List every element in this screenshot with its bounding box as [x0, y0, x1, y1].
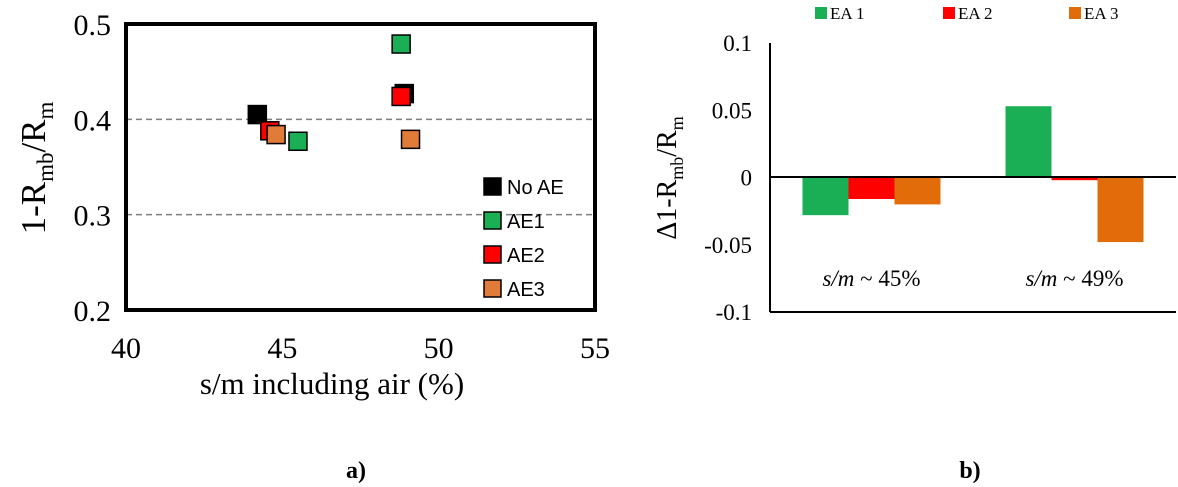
legend-label: EA 1 — [830, 4, 864, 23]
scatter-plot-frame — [124, 22, 597, 312]
bar-y-tick-label: 0.1 — [723, 31, 752, 56]
panel-b-label: b) — [959, 458, 980, 484]
scatter-y-tick-label: 0.4 — [74, 104, 112, 137]
legend-swatch — [1069, 7, 1081, 19]
legend-swatch — [483, 211, 502, 230]
bar — [1005, 106, 1052, 178]
panel-a-label: a) — [346, 458, 366, 484]
scatter-point — [266, 124, 286, 145]
legend-swatch — [815, 7, 827, 19]
legend-swatch — [483, 245, 502, 264]
scatter-x-tick-labels: 40 45 50 55 — [111, 332, 610, 365]
bar-y-tick-label: -0.1 — [716, 300, 752, 325]
bar-legend: EA 1 EA 2 EA 3 — [815, 4, 1118, 23]
bar — [848, 177, 895, 200]
bar-category-label: s/m ~ 49% — [1025, 266, 1123, 291]
scatter-point — [391, 34, 411, 54]
scatter-legend: No AE AE1 AE2 AE3 — [483, 177, 564, 301]
scatter-point — [288, 131, 308, 152]
bar-marks — [802, 106, 1144, 243]
legend-label: No AE — [507, 177, 564, 199]
bar-panel: EA 1 EA 2 EA 3 0.1 0.05 0 -0.05 -0.1 s/m ~ 45%… — [652, 4, 1176, 484]
bar — [894, 177, 941, 205]
bar-y-tick-label: 0 — [741, 166, 753, 191]
legend-label: EA 2 — [958, 4, 992, 23]
scatter-point — [391, 86, 411, 107]
bar-y-tick-labels: 0.1 0.05 0 -0.05 -0.1 — [704, 31, 752, 325]
legend-swatch — [483, 177, 502, 196]
scatter-x-tick-label: 40 — [111, 332, 141, 365]
scatter-y-tick-label: 0.3 — [74, 200, 112, 233]
bar — [1051, 177, 1098, 181]
bar-y-tick-label: 0.05 — [712, 98, 752, 123]
legend-label: AE1 — [507, 211, 545, 233]
scatter-y-axis-title: 1-Rmb/Rm — [14, 101, 58, 234]
scatter-points — [247, 34, 421, 152]
legend-label: EA 3 — [1084, 4, 1118, 23]
scatter-x-tick-label: 50 — [424, 332, 454, 365]
scatter-point — [247, 104, 268, 125]
bar — [1097, 177, 1144, 243]
bar-y-axis-title: Δ1-Rmb/Rm — [652, 116, 687, 240]
bar — [802, 177, 849, 216]
bar-category-labels: s/m ~ 45% s/m ~ 49% — [822, 266, 1123, 291]
legend-label: AE2 — [507, 245, 545, 267]
legend-swatch — [483, 279, 502, 298]
bar-y-tick-label: -0.05 — [704, 233, 752, 258]
scatter-x-axis-title: s/m including air (%) — [200, 366, 464, 401]
scatter-x-tick-label: 45 — [267, 332, 297, 365]
legend-label: AE3 — [507, 279, 545, 301]
scatter-gridlines — [126, 118, 595, 216]
scatter-y-tick-label: 0.5 — [74, 9, 112, 42]
scatter-panel: 0.2 0.3 0.4 0.5 40 45 50 55 No AE AE1 AE2 AE3 s/m… — [14, 9, 610, 484]
bar-category-label: s/m ~ 45% — [822, 266, 920, 291]
scatter-point — [400, 129, 421, 150]
legend-swatch — [943, 7, 955, 19]
scatter-y-tick-labels: 0.2 0.3 0.4 0.5 — [74, 9, 112, 328]
scatter-x-tick-label: 55 — [580, 332, 610, 365]
scatter-y-tick-label: 0.2 — [74, 295, 112, 328]
